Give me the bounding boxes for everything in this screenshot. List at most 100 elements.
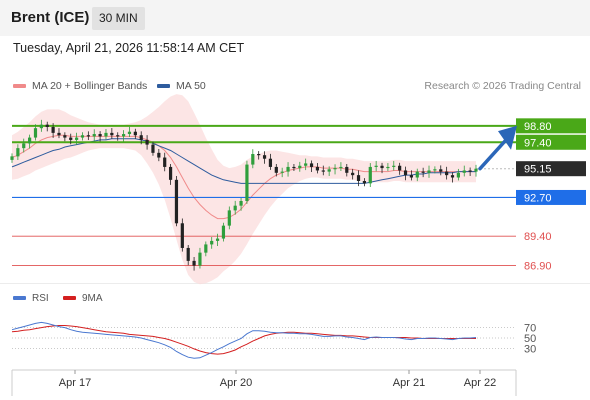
candle-body — [215, 238, 220, 241]
candle — [333, 164, 337, 175]
candle — [210, 237, 214, 249]
candle — [392, 160, 396, 171]
candle — [104, 129, 108, 140]
candle — [168, 163, 173, 185]
candle — [380, 162, 384, 174]
candle-body — [104, 132, 108, 137]
candle — [427, 165, 431, 178]
candle — [221, 222, 226, 242]
candle-body — [57, 132, 61, 136]
candle-body — [151, 144, 155, 153]
candle — [10, 153, 14, 163]
candle — [351, 168, 355, 180]
candle — [356, 170, 361, 187]
candle-body — [286, 166, 290, 172]
legend-bollinger-label: MA 20 + Bollinger Bands — [32, 80, 148, 92]
level-95.15: 95.15 — [476, 161, 586, 177]
candle-body — [39, 124, 43, 129]
candle — [121, 130, 126, 142]
support-label: 89.40 — [524, 231, 552, 243]
candle-body — [239, 200, 243, 206]
candle — [298, 161, 302, 172]
candle-body — [145, 139, 149, 145]
candle-body — [45, 124, 49, 128]
candle-body — [309, 163, 314, 167]
candle — [474, 164, 478, 177]
candle-body — [386, 166, 390, 169]
candle-body — [274, 166, 278, 173]
candle-body — [210, 240, 214, 245]
ma9-line — [11, 325, 476, 355]
candle — [257, 151, 261, 160]
candle-body — [121, 134, 126, 137]
candle — [186, 245, 190, 266]
candle-body — [69, 137, 73, 140]
candle-body — [186, 247, 190, 261]
candle — [233, 200, 237, 215]
level-92.70: 92.70 — [12, 189, 586, 205]
candle-body — [157, 152, 161, 158]
candle-body — [116, 135, 120, 137]
candle-body — [339, 166, 343, 169]
candle — [345, 163, 349, 177]
candle — [215, 233, 220, 246]
candle-body — [403, 170, 408, 176]
candle — [280, 167, 284, 178]
candle-body — [198, 252, 202, 266]
rsi-level-label: 30 — [524, 343, 536, 355]
candle-body — [180, 223, 184, 248]
candle-body — [51, 127, 55, 133]
candle — [433, 166, 437, 174]
ma50-swatch — [157, 84, 170, 89]
candle — [309, 160, 314, 172]
instrument-title: Brent (ICE) — [11, 9, 90, 26]
candle-body — [380, 165, 384, 169]
candle — [315, 163, 320, 174]
candle — [174, 175, 179, 227]
candle-body — [127, 131, 132, 135]
forecast-arrow-shaft — [478, 138, 508, 171]
candle — [116, 132, 120, 141]
candle — [22, 138, 26, 153]
interval-button[interactable]: 30 MIN — [92, 7, 145, 30]
candle — [110, 128, 114, 139]
candle-body — [227, 210, 231, 226]
candle-body — [398, 165, 402, 171]
candle-body — [110, 132, 114, 136]
candle — [151, 141, 155, 156]
candle-body — [421, 171, 425, 173]
candle — [75, 132, 79, 145]
candle — [163, 152, 167, 172]
candle-body — [22, 143, 26, 149]
candle — [274, 163, 278, 177]
forecast-arrow-head — [498, 125, 517, 150]
legend-ma50: MA 50 — [157, 80, 206, 92]
candle-body — [233, 205, 237, 211]
candle-body — [221, 225, 226, 239]
level-86.90: 86.90 — [12, 261, 552, 273]
resistance-tag — [516, 134, 586, 150]
candle-body — [450, 175, 455, 178]
legend-9ma-label: 9MA — [82, 293, 103, 304]
candle — [80, 132, 85, 141]
candle-body — [474, 168, 478, 172]
candle-body — [439, 169, 443, 172]
candle — [227, 206, 231, 230]
support-label: 86.90 — [524, 261, 552, 273]
candle — [204, 241, 208, 257]
resistance-tag — [516, 118, 586, 134]
candle-body — [456, 172, 460, 178]
candle-body — [327, 169, 331, 172]
candle-body — [257, 154, 261, 156]
rsi-swatch — [13, 296, 26, 301]
level-97.40: 97.40 — [12, 134, 586, 150]
candle — [239, 198, 243, 211]
candle — [16, 144, 20, 161]
candle — [439, 165, 443, 176]
rsi-level-label: 70 — [524, 323, 536, 335]
candle — [262, 151, 267, 164]
candle-body — [251, 154, 255, 165]
candle — [180, 218, 184, 252]
candle — [421, 167, 425, 178]
